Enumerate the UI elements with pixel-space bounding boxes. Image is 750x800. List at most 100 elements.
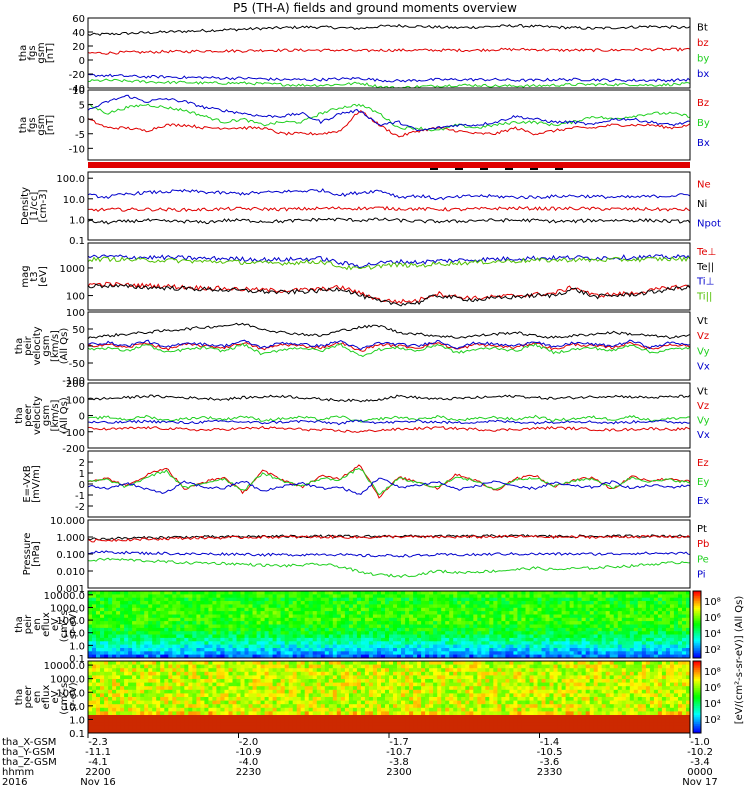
- ephem-hhmm-1: 2230: [236, 767, 261, 778]
- ephem-y-1: -10.9: [236, 747, 262, 758]
- ytick-efield-3: -1: [75, 491, 85, 502]
- ylabel-fgs_gsm-0: tha: [18, 45, 29, 61]
- panel-peir_velocity: Vt Vz Vy Vx 100 50 0 -50 -100 thapeirvelocitygsm[…: [14, 308, 710, 387]
- ylabel-density-2: [cm-3]: [38, 189, 49, 222]
- legend-temperature-3: Ti||: [696, 292, 712, 303]
- ytick-peer_velocity-2: 0: [79, 412, 85, 423]
- series-fgs_gsm_detrended-bx: [88, 94, 690, 132]
- colorbar-1-tick-3: 10²: [704, 715, 721, 726]
- ylabel-peer_velocity-1: peer: [23, 403, 34, 427]
- ylabel-peer_velocity-2: velocity: [32, 396, 43, 435]
- ephem-y-3: -10.5: [537, 747, 563, 758]
- ephem-x-1: -2.0: [239, 737, 259, 748]
- series-peir_velocity-vx: [88, 339, 690, 351]
- legend-fgs_gsm_detrended-1: By: [697, 118, 710, 129]
- series-peer_velocity-vy: [88, 414, 690, 423]
- legend-fgs_gsm-0: Bt: [697, 22, 708, 33]
- ylabel-temperature-1: t3: [29, 271, 40, 281]
- panel-efield: Ez Ey Ex 210-1-2 E=-VxB[mV/m]: [22, 450, 709, 518]
- ytick-peir_en_eflux-1: 1000.0: [50, 603, 85, 614]
- legend-pressure-3: Pi: [697, 569, 706, 580]
- legend-fgs_gsm-1: bz: [697, 38, 709, 49]
- ylabel-peer_velocity-3: gsm: [41, 405, 52, 426]
- series-peer_velocity-vz: [88, 425, 690, 433]
- peer_en_eflux-spectrogram: [88, 661, 690, 733]
- legend-fgs_gsm-2: by: [697, 54, 709, 65]
- ylabel-peer_en_eflux-3: eflux: [41, 685, 52, 710]
- legend-efield-0: Ez: [697, 458, 709, 469]
- ytick-efield-0: 2: [79, 458, 85, 469]
- ytick-efield-4: -2: [75, 502, 85, 513]
- frame-fgs_gsm: [87, 17, 691, 89]
- series-efield-ex: [88, 477, 690, 495]
- series-density-ni: [88, 217, 690, 225]
- series-pressure-pi: [88, 550, 690, 558]
- quality-bar: [88, 162, 690, 168]
- series-temperature-ti: [88, 254, 690, 269]
- legend-pressure-1: Pb: [697, 539, 709, 550]
- ylabel-peir_en_eflux-4: eV: [50, 618, 61, 631]
- ephem-hhmm-0: 2200: [85, 767, 110, 778]
- ytick-fgs_gsm-4: -20: [69, 70, 85, 81]
- legend-fgs_gsm-3: bx: [697, 69, 709, 80]
- ytick-fgs_gsm_detrended-0: 10: [72, 86, 85, 97]
- ytick-efield-2: 0: [79, 480, 85, 491]
- colorbar-0-tick-2: 10⁴: [704, 629, 721, 640]
- colorbar-1-tick-1: 10⁶: [704, 683, 721, 694]
- series-fgs_gsm-by: [88, 78, 690, 88]
- colorbar-1: 10⁸ 10⁶ 10⁴ 10²: [692, 660, 721, 734]
- ylabel-fgs_gsm_detrended-1: fgs: [27, 117, 38, 132]
- ephem-label-3: hhmm: [2, 767, 34, 778]
- ytick-peer_en_eflux-2: 100.0: [56, 688, 85, 699]
- ytick-fgs_gsm_detrended-3: -5: [75, 130, 85, 141]
- series-fgs_gsm-bz: [88, 47, 690, 55]
- figure-title: P5 (TH-A) fields and ground moments over…: [233, 1, 517, 15]
- legend-peir_velocity-2: Vy: [697, 346, 710, 357]
- ylabel-peer_en_eflux-6: sr-eV): [68, 682, 79, 711]
- ylabel-density-1: [1/cc]: [29, 192, 40, 221]
- panel-density: Ne Ni Npot 100.0 10.0 1.0 0.1 Density[1/cc][cm-…: [20, 171, 721, 247]
- legend-fgs_gsm_detrended-0: Bz: [697, 98, 709, 109]
- quality-mark-2: [480, 168, 488, 170]
- colorbar-1-tick-2: 10⁴: [704, 699, 721, 710]
- legend-efield-1: Ey: [697, 477, 709, 488]
- quality-mark-1: [455, 168, 463, 170]
- ylabel-peer_velocity-4: [km/s]: [50, 399, 61, 431]
- ylabel-fgs_gsm_detrended-3: [nT]: [45, 115, 56, 135]
- frame-peir_en_eflux: [87, 590, 691, 659]
- quality-mark-4: [530, 168, 538, 170]
- ylabel-fgs_gsm-1: fgs: [27, 45, 38, 60]
- ephem-hhmm-2: 2300: [386, 767, 411, 778]
- colorbar-0-tick-3: 10²: [704, 645, 721, 656]
- x-axis-ephemeris: tha_X-GSMtha_Y-GSMtha_Z-GSMhhmm2016-2.3-…: [2, 733, 718, 788]
- ylabel-pressure-1: [nPa]: [31, 541, 42, 567]
- ytick-fgs_gsm-0: 60: [72, 14, 85, 25]
- ytick-temperature-0: 1000: [60, 264, 85, 275]
- ephem-date-0: Nov 16: [80, 777, 115, 788]
- ephem-label-2: tha_Z-GSM: [2, 757, 57, 768]
- fgs_gsm-series: [88, 23, 690, 88]
- colorbar-1-tick-0: 10⁸: [704, 667, 721, 678]
- ytick-fgs_gsm-5: -40: [69, 84, 85, 95]
- ylabel-peir_en_eflux-2: en: [32, 618, 43, 631]
- ylabel-peir_velocity-0: tha: [14, 338, 25, 354]
- legend-density-0: Ne: [697, 180, 711, 191]
- ytick-peir_velocity-2: 0: [79, 342, 85, 353]
- ephem-x-2: -1.7: [389, 737, 409, 748]
- ephem-y-2: -10.7: [386, 747, 412, 758]
- legend-density-2: Npot: [697, 218, 721, 229]
- legend-peer_velocity-0: Vt: [697, 387, 708, 398]
- legend-density-1: Ni: [697, 199, 707, 210]
- ephem-hhmm-4: 0000: [687, 767, 712, 778]
- frame-efield: [87, 450, 691, 518]
- ytick-peir_en_eflux-5: 0.1: [69, 654, 85, 665]
- ytick-density-3: 0.1: [69, 236, 85, 247]
- ytick-peir_velocity-4: -100: [62, 376, 85, 387]
- ylabel-peir_en_eflux-6: sr-eV): [68, 610, 79, 639]
- series-pressure-pb: [88, 534, 690, 543]
- temperature-series: [88, 254, 690, 307]
- efield-series: [88, 464, 690, 499]
- series-fgs_gsm-bt: [88, 23, 690, 36]
